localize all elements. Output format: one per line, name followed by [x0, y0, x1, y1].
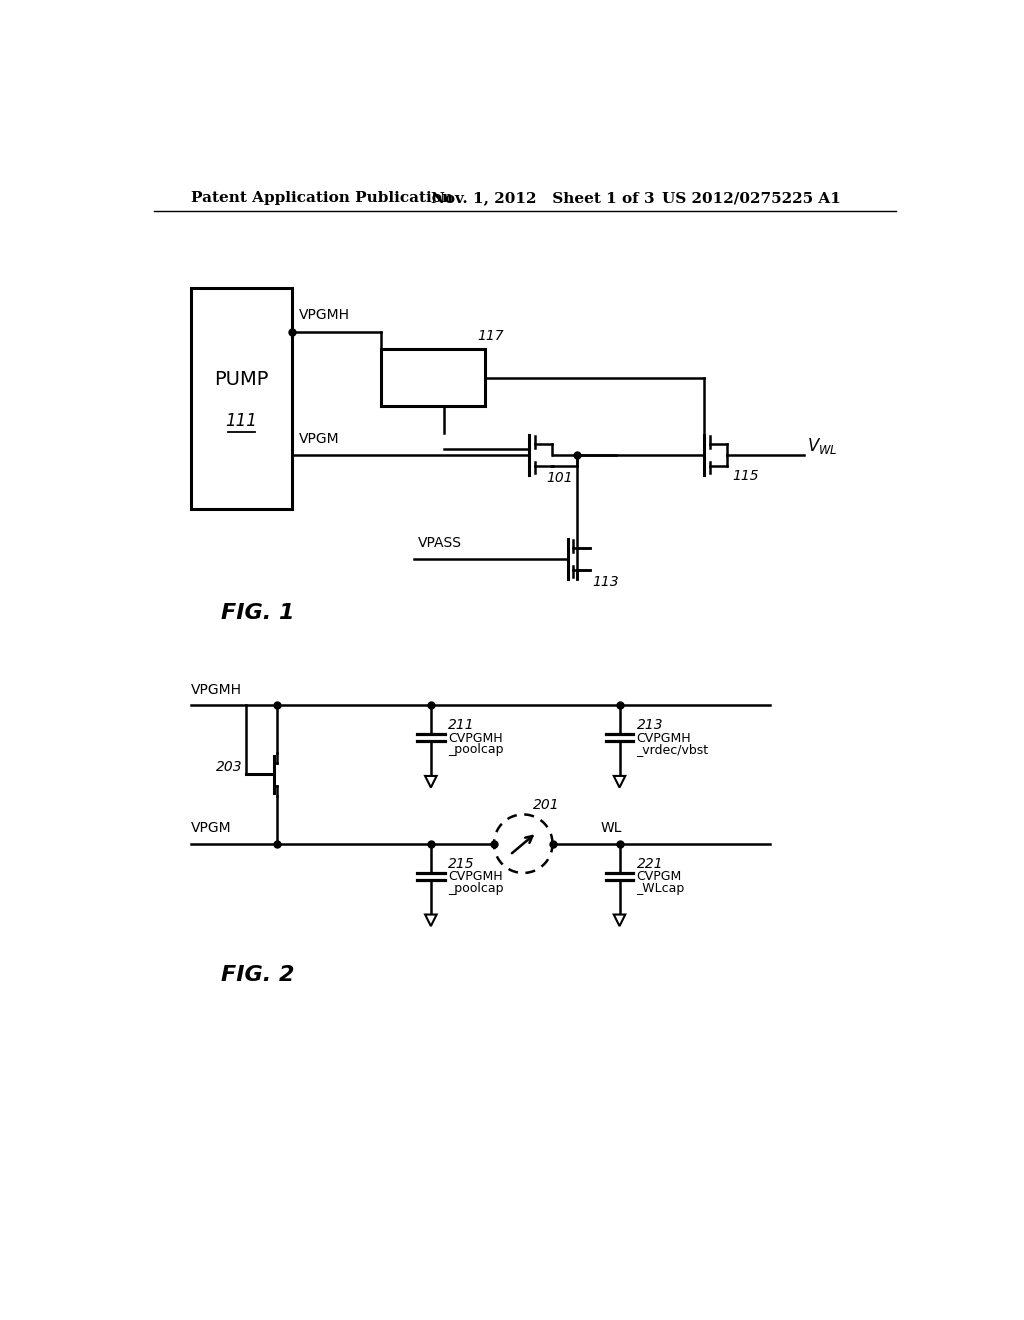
Bar [381, 350, 484, 407]
Text: US 2012/0275225 A1: US 2012/0275225 A1 [662, 191, 841, 206]
Text: 101: 101 [547, 471, 573, 484]
Text: 203: 203 [216, 760, 243, 774]
Text: PUMP: PUMP [214, 370, 268, 388]
Text: CVPGMH: CVPGMH [447, 870, 503, 883]
Text: VPGMH: VPGMH [298, 308, 349, 322]
Text: FIG. 1: FIG. 1 [221, 603, 295, 623]
Text: _poolcap: _poolcap [447, 882, 504, 895]
Polygon shape [613, 776, 626, 788]
Text: CVPGM: CVPGM [637, 870, 682, 883]
Text: 111: 111 [225, 412, 257, 430]
Text: 215: 215 [447, 857, 474, 871]
Text: 211: 211 [447, 718, 474, 733]
Text: 221: 221 [637, 857, 664, 871]
Text: VPGM: VPGM [298, 433, 339, 446]
Text: _poolcap: _poolcap [447, 743, 504, 756]
Text: FIG. 2: FIG. 2 [221, 965, 295, 985]
Text: _vrdec/vbst: _vrdec/vbst [637, 743, 709, 756]
Text: VPGMH: VPGMH [190, 682, 242, 697]
Text: 113: 113 [593, 576, 620, 589]
Text: 201: 201 [532, 799, 559, 812]
Text: VPASS: VPASS [418, 536, 462, 550]
Text: 213: 213 [637, 718, 664, 733]
Text: WL: WL [600, 821, 622, 836]
Polygon shape [613, 915, 626, 927]
Bar [190, 288, 292, 508]
Text: 115: 115 [733, 470, 760, 483]
Polygon shape [425, 776, 436, 788]
Text: VPGM: VPGM [190, 821, 231, 836]
Text: $V_{WL}$: $V_{WL}$ [807, 436, 838, 455]
Text: Nov. 1, 2012   Sheet 1 of 3: Nov. 1, 2012 Sheet 1 of 3 [431, 191, 654, 206]
Text: CVPGMH: CVPGMH [447, 731, 503, 744]
Text: CVPGMH: CVPGMH [637, 731, 691, 744]
Text: 117: 117 [477, 329, 504, 342]
Text: _WLcap: _WLcap [637, 882, 685, 895]
Polygon shape [425, 915, 436, 927]
Text: Patent Application Publication: Patent Application Publication [190, 191, 453, 206]
